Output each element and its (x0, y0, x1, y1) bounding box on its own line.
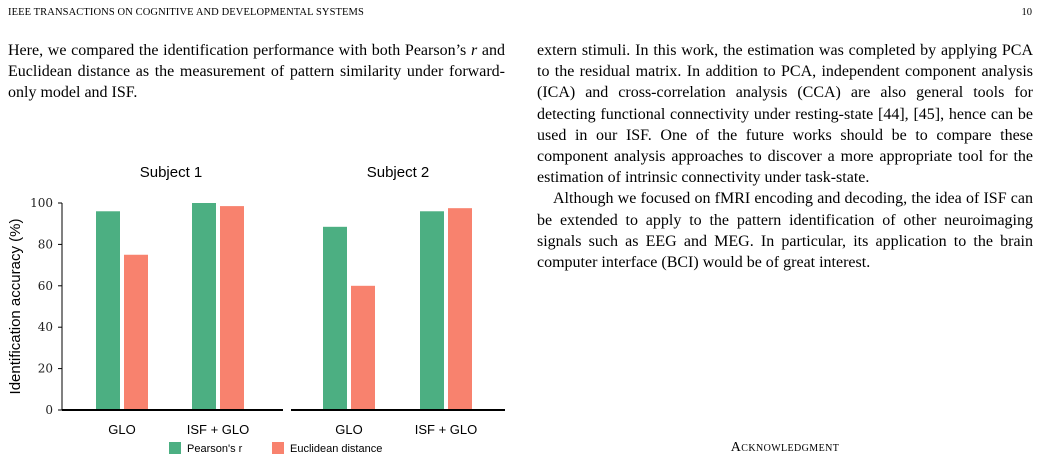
bar (220, 206, 244, 410)
running-head: IEEE TRANSACTIONS ON COGNITIVE AND DEVEL… (8, 7, 364, 18)
paragraph: extern stimuli. In this work, the estima… (537, 42, 1033, 187)
legend-swatch-pearson (169, 442, 181, 454)
bar (124, 254, 148, 410)
bar (96, 211, 120, 410)
legend-swatch-euclidean (272, 442, 284, 454)
left-column: Here, we compared the identification per… (8, 40, 505, 104)
chart-legend: Pearson's r Euclidean distance (169, 442, 382, 455)
y-tick-label: 100 (30, 196, 53, 210)
bar (192, 203, 216, 410)
panel-title: Subject 2 (367, 164, 430, 181)
math-symbol: r (470, 42, 478, 59)
right-column: extern stimuli. In this work, the estima… (537, 40, 1033, 273)
y-axis-label: Identification accuracy (%) (7, 219, 24, 395)
section-heading: Acknowledgment (730, 440, 840, 455)
y-tick-label: 40 (38, 320, 53, 334)
bar (351, 285, 375, 410)
legend-label-pearson: Pearson's r (187, 443, 243, 455)
bar (323, 226, 347, 410)
x-tick-label: GLO (335, 422, 362, 437)
x-tick-label: ISF + GLO (415, 422, 478, 437)
text-run: Here, we compared the identification per… (8, 42, 471, 59)
bar (420, 211, 444, 410)
x-tick-label: ISF + GLO (187, 422, 250, 437)
text-run: and Euclidean distance as the measuremen… (8, 42, 505, 102)
y-tick-label: 20 (38, 362, 53, 376)
legend-label-euclidean: Euclidean distance (290, 443, 382, 455)
panel-title: Subject 1 (140, 164, 203, 181)
y-tick-label: 0 (45, 403, 53, 417)
figure-accuracy-chart: Identification accuracy (%) 0 20 40 60 80 100 S… (7, 164, 505, 437)
paragraph: Although we focused on fMRI encoding and… (537, 190, 1033, 272)
x-tick-label: GLO (108, 422, 135, 437)
bar (448, 208, 472, 410)
y-tick-label: 80 (38, 237, 53, 251)
page-number: 10 (1021, 7, 1033, 18)
y-tick-label: 60 (38, 279, 53, 293)
paragraph: Here, we compared the identification per… (8, 40, 505, 104)
